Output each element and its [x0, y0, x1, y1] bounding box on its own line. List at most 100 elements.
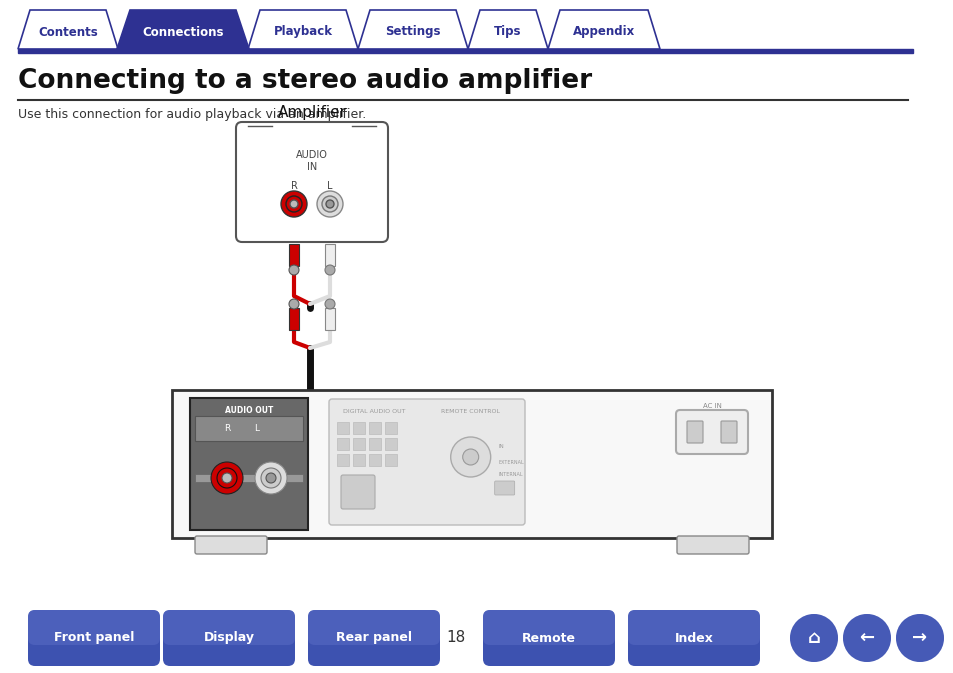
Text: ⌂: ⌂ [807, 629, 820, 647]
Text: 18: 18 [446, 631, 465, 645]
Text: IN: IN [307, 162, 316, 172]
Circle shape [322, 196, 337, 212]
Polygon shape [357, 10, 468, 49]
Circle shape [289, 299, 298, 309]
Polygon shape [116, 10, 250, 52]
Circle shape [261, 468, 281, 488]
Bar [325, 308, 335, 330]
Circle shape [289, 265, 298, 275]
Text: Playback: Playback [274, 26, 333, 38]
FancyBboxPatch shape [172, 390, 771, 538]
Bar [289, 244, 298, 266]
FancyBboxPatch shape [329, 399, 524, 525]
FancyBboxPatch shape [163, 610, 294, 666]
Bar [385, 422, 396, 434]
Text: R: R [224, 424, 230, 433]
FancyBboxPatch shape [308, 610, 439, 645]
FancyBboxPatch shape [235, 122, 388, 242]
Bar [385, 454, 396, 466]
Text: Index: Index [674, 631, 713, 645]
Circle shape [211, 462, 243, 494]
Polygon shape [248, 10, 357, 49]
Polygon shape [547, 10, 659, 49]
Text: Settings: Settings [385, 26, 440, 38]
Text: Remote: Remote [521, 631, 576, 645]
Text: IN: IN [498, 444, 504, 450]
Text: Amplifier: Amplifier [277, 105, 346, 120]
FancyBboxPatch shape [676, 410, 747, 454]
Circle shape [325, 299, 335, 309]
Circle shape [842, 614, 890, 662]
Bar [369, 454, 380, 466]
Circle shape [281, 191, 307, 217]
Text: REMOTE CONTROL: REMOTE CONTROL [440, 409, 499, 414]
Text: L: L [327, 181, 333, 191]
FancyBboxPatch shape [720, 421, 737, 443]
Text: Use this connection for audio playback via an amplifier.: Use this connection for audio playback v… [18, 108, 366, 121]
FancyBboxPatch shape [482, 610, 615, 645]
Text: →: → [911, 629, 926, 647]
Circle shape [290, 200, 297, 208]
Circle shape [222, 473, 232, 483]
Circle shape [789, 614, 837, 662]
FancyBboxPatch shape [340, 475, 375, 509]
Bar [353, 422, 365, 434]
Text: R: R [291, 181, 297, 191]
Text: INTERNAL: INTERNAL [498, 472, 523, 478]
Polygon shape [468, 10, 547, 49]
Text: Rear panel: Rear panel [335, 631, 412, 645]
FancyBboxPatch shape [482, 610, 615, 666]
FancyBboxPatch shape [190, 398, 308, 530]
Text: DIGITAL AUDIO OUT: DIGITAL AUDIO OUT [342, 409, 405, 414]
FancyBboxPatch shape [163, 610, 294, 645]
Circle shape [895, 614, 943, 662]
Text: Connections: Connections [142, 26, 224, 38]
Circle shape [316, 191, 343, 217]
FancyBboxPatch shape [28, 610, 160, 666]
Bar [385, 438, 396, 450]
Bar [336, 454, 349, 466]
Circle shape [216, 468, 236, 488]
Bar [194, 416, 303, 441]
Circle shape [462, 449, 478, 465]
Text: Front panel: Front panel [53, 631, 134, 645]
Circle shape [266, 473, 275, 483]
Circle shape [286, 196, 302, 212]
Polygon shape [18, 10, 118, 49]
Circle shape [325, 265, 335, 275]
Circle shape [895, 614, 943, 662]
Circle shape [450, 437, 490, 477]
Text: AUDIO: AUDIO [295, 150, 328, 160]
Text: ←: ← [859, 629, 874, 647]
FancyBboxPatch shape [627, 610, 760, 666]
Circle shape [254, 462, 287, 494]
Bar [18, 49, 912, 53]
Bar [325, 244, 335, 266]
Text: Connecting to a stereo audio amplifier: Connecting to a stereo audio amplifier [18, 68, 592, 94]
FancyBboxPatch shape [677, 536, 748, 554]
FancyBboxPatch shape [627, 610, 760, 645]
Text: Contents: Contents [38, 26, 98, 38]
Text: AC IN: AC IN [701, 403, 720, 409]
Circle shape [326, 200, 334, 208]
Bar [369, 438, 380, 450]
Text: AUDIO OUT: AUDIO OUT [225, 406, 273, 415]
Bar [336, 422, 349, 434]
Text: Appendix: Appendix [572, 26, 635, 38]
Circle shape [789, 614, 837, 662]
Text: Tips: Tips [494, 26, 521, 38]
FancyBboxPatch shape [28, 610, 160, 645]
FancyBboxPatch shape [686, 421, 702, 443]
Text: EXTERNAL: EXTERNAL [498, 460, 524, 464]
Bar [353, 454, 365, 466]
FancyBboxPatch shape [194, 536, 267, 554]
Bar [353, 438, 365, 450]
Bar [336, 438, 349, 450]
Bar [369, 422, 380, 434]
Bar [289, 308, 298, 330]
Circle shape [842, 614, 890, 662]
Text: L: L [254, 424, 259, 433]
Text: Display: Display [203, 631, 254, 645]
FancyBboxPatch shape [495, 481, 515, 495]
Bar [194, 474, 303, 482]
